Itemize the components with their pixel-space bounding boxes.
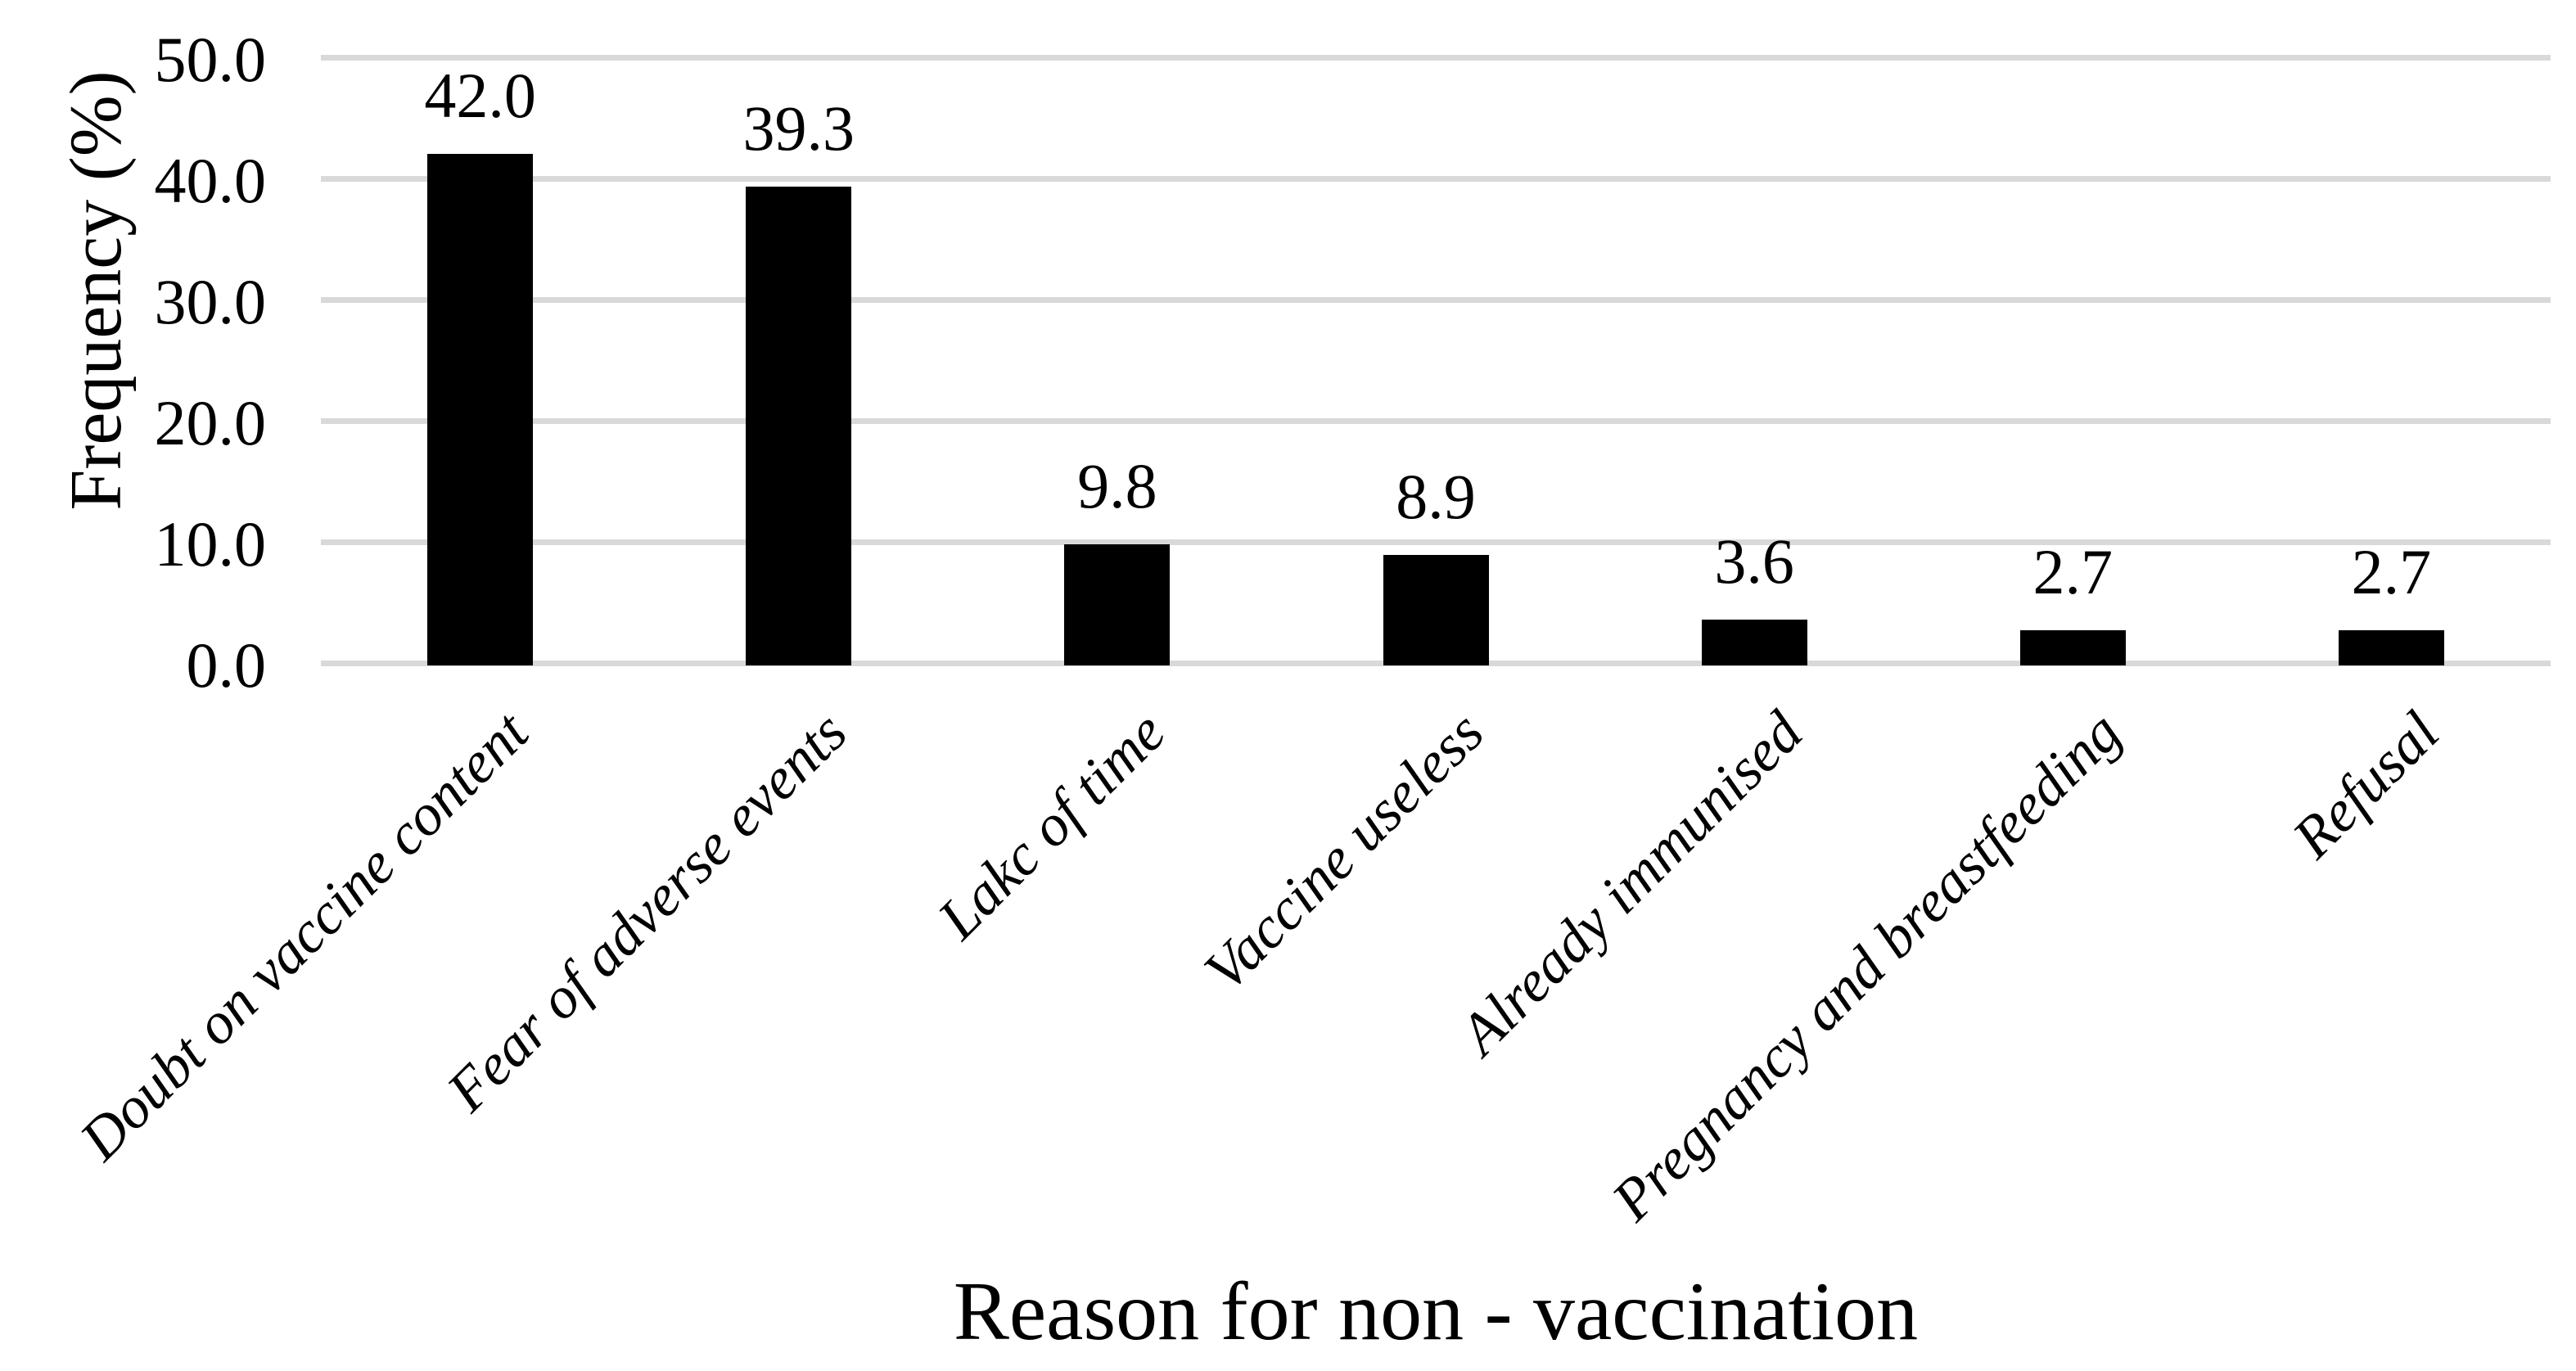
bar-2 — [746, 187, 852, 665]
bar-5 — [1701, 619, 1807, 665]
value-label: 2.7 — [2032, 536, 2114, 608]
x-category-label: Pregnancy and breastfeeding — [1599, 699, 2133, 1233]
x-axis-title: Reason for non - vaccination — [953, 1265, 1919, 1358]
gridline — [321, 55, 2551, 61]
y-tick-label: 0.0 — [186, 629, 267, 701]
y-tick-label: 50.0 — [154, 24, 267, 95]
value-label: 9.8 — [1077, 449, 1157, 521]
bar-1 — [427, 154, 534, 665]
bar-6 — [2019, 630, 2126, 665]
gridline — [321, 176, 2551, 182]
y-tick-label: 10.0 — [154, 508, 267, 580]
y-tick-label: 40.0 — [154, 145, 267, 216]
y-tick-label: 20.0 — [154, 387, 267, 458]
bar-3 — [1064, 543, 1171, 665]
x-category-label: Lakc of time — [925, 699, 1178, 952]
gridline — [321, 418, 2551, 424]
gridline — [321, 539, 2551, 545]
value-label: 39.3 — [742, 92, 855, 165]
y-axis-title: Frequency (%) — [56, 70, 137, 511]
y-tick-label: 30.0 — [154, 266, 267, 337]
bar-7 — [2338, 630, 2444, 665]
x-category-label: Already immunised — [1446, 699, 1815, 1067]
x-category-label: Refusal — [2280, 699, 2452, 871]
gridline — [321, 297, 2551, 303]
bar-4 — [1383, 555, 1489, 665]
value-label: 2.7 — [2351, 536, 2432, 608]
value-label: 42.0 — [424, 60, 536, 132]
value-label: 8.9 — [1396, 461, 1476, 533]
value-label: 3.6 — [1714, 525, 1794, 597]
x-category-label: Vaccine useless — [1191, 699, 1496, 1003]
